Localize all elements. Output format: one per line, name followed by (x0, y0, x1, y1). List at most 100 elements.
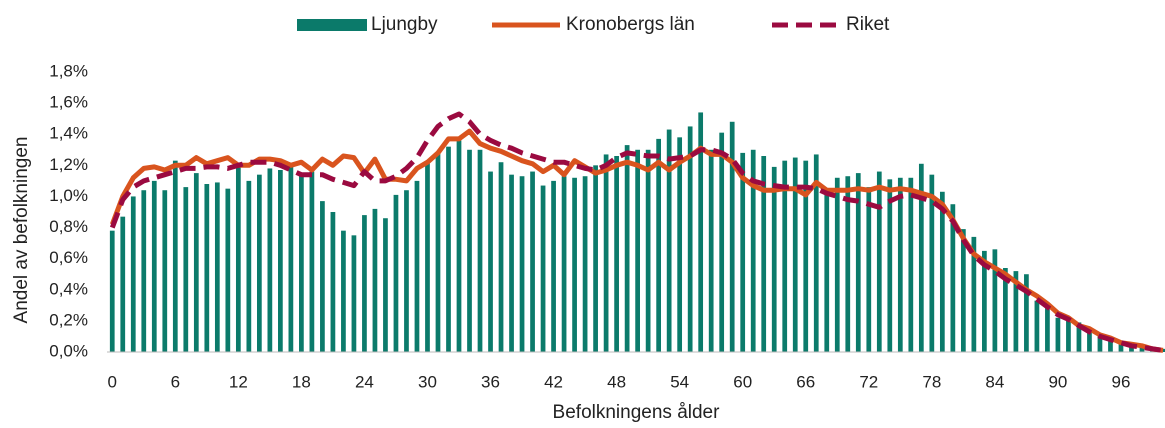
bar (887, 179, 893, 352)
y-tick-label: 0,4% (49, 279, 88, 298)
bar (771, 166, 777, 352)
bar (1118, 342, 1124, 352)
legend-label: Ljungby (371, 14, 438, 35)
x-tick-label: 12 (229, 372, 248, 391)
x-tick-label: 18 (292, 372, 311, 391)
bar (1139, 347, 1145, 352)
bar (645, 149, 651, 352)
bar (929, 174, 935, 352)
bar (603, 154, 609, 352)
bar (761, 156, 767, 352)
bar (414, 180, 420, 352)
bar (1003, 268, 1008, 352)
bar (299, 173, 304, 352)
bar (782, 160, 788, 352)
bar (971, 236, 977, 352)
bar (813, 154, 819, 352)
bar (551, 180, 556, 352)
bar (162, 190, 168, 352)
x-tick-label: 24 (355, 372, 374, 391)
y-tick-label: 0,2% (49, 310, 88, 329)
bar (561, 176, 567, 352)
x-tick-label: 84 (985, 372, 1004, 391)
bar (1097, 336, 1103, 352)
x-tick-label: 60 (733, 372, 752, 391)
bar (204, 184, 210, 352)
bar (435, 152, 441, 352)
bar (719, 132, 725, 352)
y-tick-label: 0,6% (49, 248, 88, 267)
bar (488, 171, 493, 352)
bar (141, 190, 147, 352)
x-tick-label: 54 (670, 372, 689, 391)
y-tick-label: 1,8% (49, 61, 88, 80)
bar (1045, 306, 1050, 352)
bar (404, 190, 409, 352)
x-tick-label: 36 (481, 372, 500, 391)
x-tick-label: 6 (171, 372, 180, 391)
x-tick-label: 42 (544, 372, 563, 391)
bar (824, 193, 830, 352)
bar (172, 160, 178, 352)
bar (1076, 322, 1082, 352)
x-tick-label: 72 (859, 372, 878, 391)
y-tick-label: 0,0% (49, 341, 88, 360)
bar (498, 162, 504, 352)
y-tick-label: 1,2% (49, 155, 88, 174)
bar (803, 160, 809, 352)
y-axis-title: Andel av befolkningen (11, 137, 32, 324)
bar (509, 174, 514, 352)
legend-swatch (297, 19, 367, 31)
bar (235, 165, 241, 352)
bar (362, 215, 367, 352)
bar (330, 212, 336, 352)
bar (120, 216, 126, 352)
bar (214, 182, 220, 352)
bar (698, 112, 704, 352)
x-tick-label: 96 (1112, 372, 1131, 391)
bar (225, 188, 231, 352)
x-axis-title: Befolkningens ålder (553, 402, 721, 423)
bar (834, 177, 840, 352)
bar (740, 152, 746, 352)
bar (687, 126, 693, 352)
bar (939, 191, 945, 352)
bar (351, 235, 357, 352)
bar (1055, 317, 1061, 352)
bar (572, 177, 577, 352)
bar (393, 194, 399, 352)
bar (341, 230, 346, 352)
x-tick-label: 66 (796, 372, 815, 391)
y-tick-label: 1,4% (49, 124, 88, 143)
legend-label: Kronobergs län (566, 14, 695, 35)
bar (1013, 271, 1019, 352)
bar (593, 165, 598, 352)
bar (130, 196, 136, 352)
bar (982, 250, 987, 352)
bar (1108, 339, 1113, 352)
bar (519, 176, 525, 352)
bar (792, 157, 798, 352)
bar (267, 168, 273, 352)
x-tick-label: 30 (418, 372, 437, 391)
line-series (109, 111, 1164, 353)
x-tick-label: 0 (108, 372, 117, 391)
bar (866, 187, 872, 352)
bar (477, 149, 483, 352)
bar (897, 177, 903, 352)
bar (320, 201, 325, 352)
bar (624, 145, 630, 352)
bar (950, 204, 956, 352)
bar (666, 129, 672, 352)
bar (540, 185, 546, 352)
bar (750, 149, 756, 352)
bar (677, 137, 683, 352)
bar (992, 249, 998, 352)
bar (708, 149, 714, 352)
bar (1066, 317, 1071, 352)
bar (614, 156, 619, 352)
legend-label: Riket (846, 14, 890, 35)
bar (635, 149, 640, 352)
bar (109, 230, 115, 352)
